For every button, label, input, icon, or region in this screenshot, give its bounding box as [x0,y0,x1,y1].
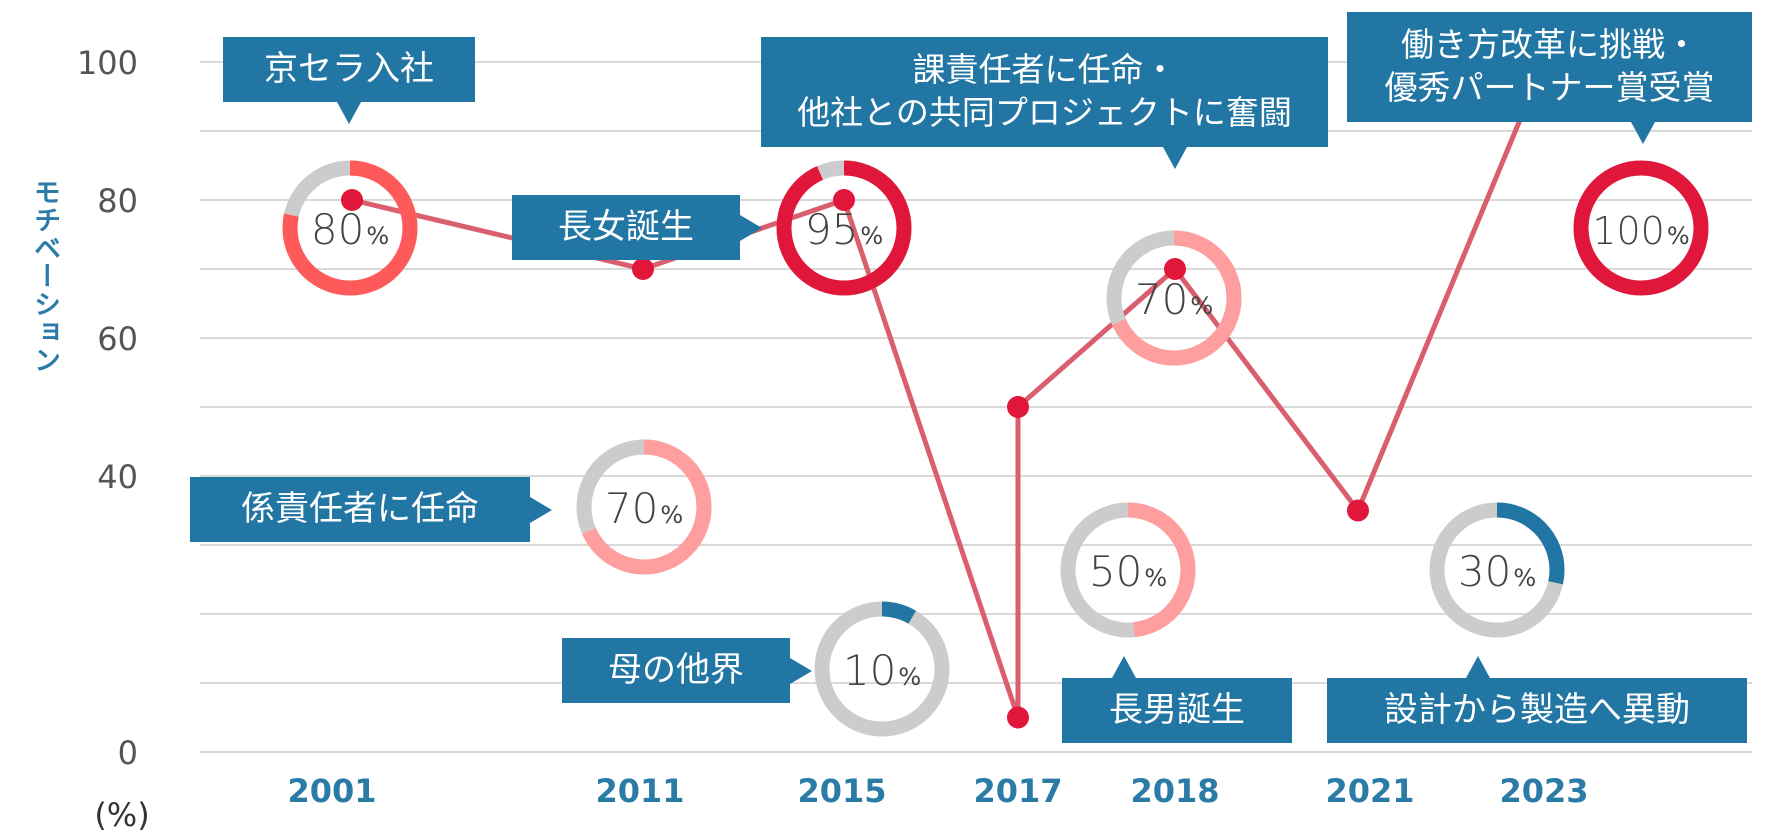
donut-label-2: 70% [1135,275,1213,324]
donut-7: 30% [1429,502,1565,638]
donut-label-4: 70% [605,484,683,533]
donut-3: 100% [1573,160,1709,296]
series-point-4 [1007,396,1029,418]
x-tick-2001: 2001 [287,772,376,810]
donut-arc-1 [776,160,912,296]
donut-arc-3 [1573,160,1709,296]
x-tick-2011: 2011 [595,772,684,810]
x-tick-2015: 2015 [797,772,886,810]
y-tick-80: 80 [97,182,138,220]
series-point-0 [341,189,363,211]
donut-arc-4 [576,439,712,575]
annotation-7: 設計から製造へ異動 [1327,678,1747,743]
annotation-3: 長女誕生 [512,195,740,260]
motivation-donuts: 80% 95% 70% 100% 70% 10% 50% 30% [282,160,1709,737]
donut-label-3: 100% [1592,209,1689,253]
annotation-2: 働き方改革に挑戦・ 優秀パートナー賞受賞 [1347,12,1752,122]
annotation-5: 母の他界 [562,638,790,703]
y-tick-60: 60 [97,320,138,358]
x-tick-2021: 2021 [1325,772,1414,810]
series-point-2 [833,189,855,211]
donut-6: 50% [1060,502,1196,638]
series-point-5 [1164,258,1186,280]
y-tick-100: 100 [77,44,138,82]
donut-2: 70% [1106,230,1242,366]
donut-1: 95% [776,160,912,296]
donut-4: 70% [576,439,712,575]
x-tick-2023: 2023 [1499,772,1588,810]
annotation-1: 課責任者に任命・ 他社との共同プロジェクトに奮闘 [761,37,1328,147]
x-tick-labels: 2001 2011 2015 2017 2018 2021 2023 [287,772,1588,810]
donut-5: 10% [814,601,950,737]
donut-arc-7 [1429,502,1565,638]
annotation-4: 係責任者に任命 [190,477,530,542]
motivation-series [341,51,1555,729]
annotation-0: 京セラ入社 [223,37,475,102]
donut-arc-2 [1106,230,1242,366]
x-tick-2018: 2018 [1130,772,1219,810]
series-point-6 [1347,499,1369,522]
donut-arc-0 [282,160,418,296]
donut-0: 80% [282,160,418,296]
grid-lines [200,61,1752,753]
x-tick-2017: 2017 [973,772,1062,810]
y-tick-0: 0 [118,734,138,772]
donut-label-7: 30% [1458,547,1536,596]
donut-label-5: 10% [843,646,921,695]
donut-label-0: 80% [311,205,389,254]
donut-label-1: 95% [805,205,883,254]
y-tick-40: 40 [97,458,138,496]
y-tick-labels: 0 40 60 80 100 [77,44,138,772]
donut-label-6: 50% [1089,547,1167,596]
series-line [351,61,1547,720]
donut-arc-6 [1060,502,1196,638]
y-unit-label: (%) [94,796,149,834]
donut-arc-5 [814,601,950,737]
annotation-6: 長男誕生 [1062,678,1292,743]
series-point-3 [1007,706,1029,729]
series-point-1 [632,258,654,280]
y-axis-label: モチベーション [29,178,60,374]
